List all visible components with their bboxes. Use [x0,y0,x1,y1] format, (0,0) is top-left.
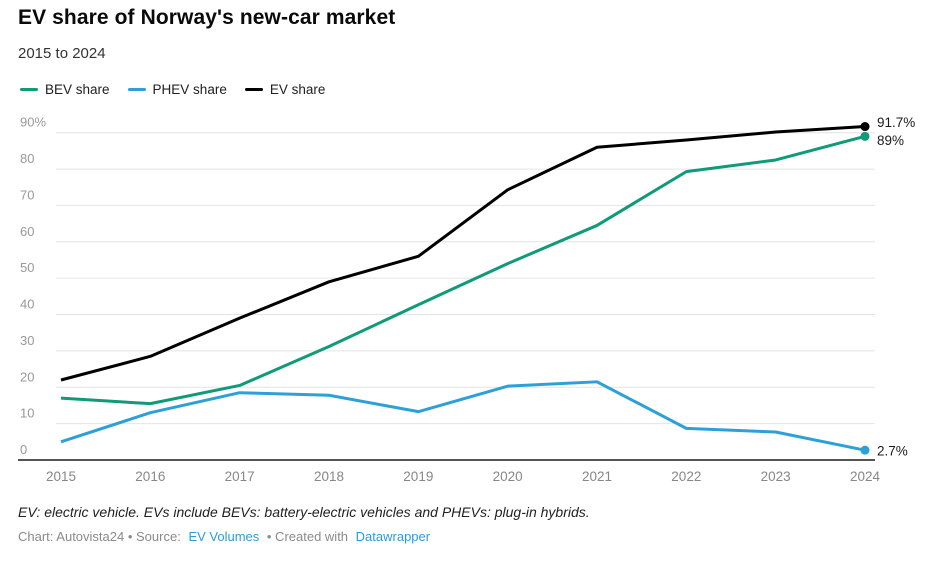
chart-title: EV share of Norway's new-car market [18,6,396,29]
legend: BEV share PHEV share EV share [20,82,325,97]
x-tick-label: 2021 [582,469,612,484]
series-line-bev [60,134,866,406]
y-tick-label: 90% [20,115,46,130]
y-tick-label: 10 [20,406,34,421]
series-end-label-bev: 89% [877,133,904,148]
x-tick-label: 2024 [850,469,881,484]
series-line-phev [60,380,866,452]
footer-credit: Chart: Autovista24 • Source: EV Volumes … [18,529,430,544]
legend-swatch-ev [244,88,263,91]
credit-prefix: Chart: Autovista24 • Source: [18,529,181,544]
x-tick-label: 2015 [46,469,76,484]
datawrapper-link[interactable]: Datawrapper [355,529,431,544]
x-tick-label: 2017 [225,469,255,484]
legend-item-phev: PHEV share [127,82,227,97]
legend-swatch-bev [20,88,38,91]
x-tick-label: 2020 [493,469,523,484]
legend-label-phev: PHEV share [152,82,227,97]
series-end-label-phev: 2.7% [877,444,908,459]
y-tick-label: 70 [20,187,34,202]
chart-subtitle: 2015 to 2024 [18,45,106,62]
x-tick-label: 2018 [314,469,344,484]
legend-item-bev: BEV share [20,82,110,97]
y-tick-label: 80 [20,151,34,166]
legend-label-bev: BEV share [45,82,110,97]
x-tick-label: 2022 [671,469,701,484]
legend-swatch-phev [127,88,146,91]
y-tick-label: 50 [20,260,34,275]
y-tick-label: 60 [20,224,34,239]
source-link[interactable]: EV Volumes [188,529,260,544]
legend-item-ev: EV share [244,82,326,97]
credit-middle: • Created with [266,529,349,544]
legend-label-ev: EV share [269,82,326,97]
y-tick-label: 40 [20,297,34,312]
series-line-ev [60,125,866,382]
series-end-dot-ev [860,122,870,132]
y-tick-label: 30 [20,333,34,348]
x-tick-label: 2019 [403,469,433,484]
x-tick-label: 2023 [761,469,791,484]
series-end-dot-phev [860,445,870,455]
x-tick-label: 2016 [135,469,165,484]
y-tick-label: 20 [20,369,34,384]
series-end-dot-bev [860,131,870,141]
footer-note: EV: electric vehicle. EVs include BEVs: … [18,504,590,520]
y-tick-label: 0 [20,442,27,457]
series-end-label-ev: 91.7% [877,115,915,130]
